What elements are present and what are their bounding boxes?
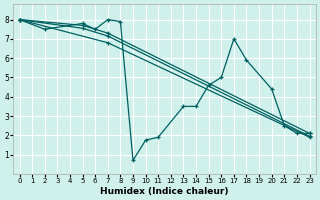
X-axis label: Humidex (Indice chaleur): Humidex (Indice chaleur) xyxy=(100,187,229,196)
